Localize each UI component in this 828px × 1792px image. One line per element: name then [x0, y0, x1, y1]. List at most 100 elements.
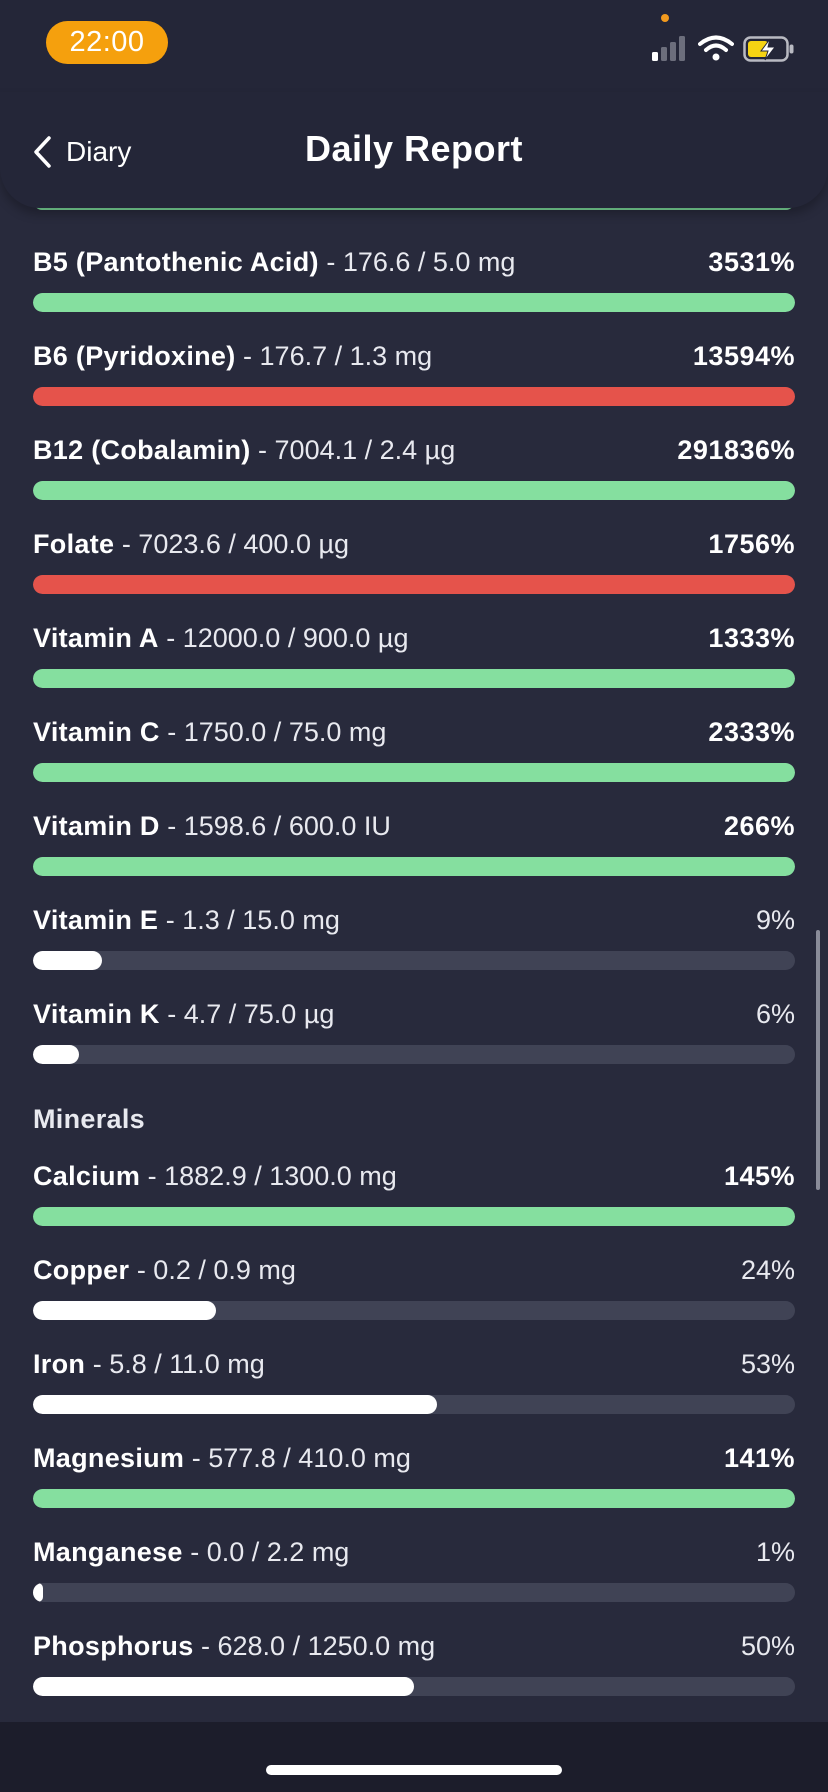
progress-track [33, 575, 795, 594]
battery-charging-icon [743, 36, 794, 62]
back-button-label: Diary [66, 136, 132, 167]
progress-track [33, 857, 795, 876]
nutrient-row-iron: Iron - 5.8 / 11.0 mg 53% [33, 1346, 795, 1414]
nutrient-percent: 50% [740, 1631, 795, 1661]
progress-track [33, 1583, 795, 1602]
nutrient-name: Folate [33, 529, 115, 559]
nutrient-name: B5 (Pantothenic Acid) [33, 247, 319, 277]
nutrient-row-folate: Folate - 7023.6 / 400.0 µg 1756% [33, 526, 795, 594]
nutrient-name: Calcium [33, 1161, 141, 1191]
progress-fill [33, 1583, 43, 1602]
nutrient-row-manganese: Manganese - 0.0 / 2.2 mg 1% [33, 1534, 795, 1602]
nutrient-percent: 1% [755, 1537, 795, 1567]
nutrient-amount: - 7023.6 / 400.0 µg [114, 529, 350, 559]
nutrient-amount: - 577.8 / 410.0 mg [184, 1443, 411, 1473]
progress-fill [33, 951, 102, 970]
nutrient-row-vitamin-c: Vitamin C - 1750.0 / 75.0 mg 2333% [33, 714, 795, 782]
nutrient-amount: - 7004.1 / 2.4 µg [250, 435, 456, 465]
nutrient-row-b6: B6 (Pyridoxine) - 176.7 / 1.3 mg 13594% [33, 338, 795, 406]
nutrient-amount: - 4.7 / 75.0 µg [159, 999, 335, 1029]
nutrient-amount: - 0.2 / 0.9 mg [129, 1255, 296, 1285]
nutrient-amount: - 176.7 / 1.3 mg [235, 341, 433, 371]
progress-track [33, 293, 795, 312]
nutrient-row-b5: B5 (Pantothenic Acid) - 176.6 / 5.0 mg 3… [33, 244, 795, 312]
nutrient-percent: 24% [740, 1255, 795, 1285]
progress-fill [33, 1395, 437, 1414]
nutrient-row-vitamin-a: Vitamin A - 12000.0 / 900.0 µg 1333% [33, 620, 795, 688]
back-button[interactable]: Diary [30, 132, 131, 172]
progress-track [33, 1489, 795, 1508]
progress-fill [33, 1045, 79, 1064]
progress-track [33, 481, 795, 500]
progress-track [33, 1207, 795, 1226]
nutrient-amount: - 0.0 / 2.2 mg [182, 1537, 350, 1567]
nutrient-amount: - 1.3 / 15.0 mg [158, 905, 340, 935]
nutrient-row-phosphorus: Phosphorus - 628.0 / 1250.0 mg 50% [33, 1628, 795, 1696]
progress-track [33, 763, 795, 782]
nutrient-name: B6 (Pyridoxine) [33, 341, 236, 371]
nutrient-name: Vitamin A [33, 623, 159, 653]
chevron-left-icon [34, 136, 51, 168]
status-bar: 22:00 [0, 0, 828, 92]
nutrient-amount: - 12000.0 / 900.0 µg [158, 623, 409, 653]
nutrient-row-vitamin-e: Vitamin E - 1.3 / 15.0 mg 9% [33, 902, 795, 970]
progress-fill [33, 1207, 795, 1226]
cellular-signal-icon [652, 36, 688, 61]
nutrient-amount: - 176.6 / 5.0 mg [318, 247, 516, 277]
nutrient-percent: 1333% [708, 623, 795, 653]
nutrient-row-vitamin-k: Vitamin K - 4.7 / 75.0 µg 6% [33, 996, 795, 1064]
progress-track [33, 387, 795, 406]
nutrient-row-calcium: Calcium - 1882.9 / 1300.0 mg 145% [33, 1158, 795, 1226]
progress-fill [33, 857, 795, 876]
progress-fill [33, 481, 795, 500]
progress-fill [33, 1677, 414, 1696]
nutrient-name: Vitamin K [33, 999, 160, 1029]
nutrient-amount: - 1750.0 / 75.0 mg [159, 717, 387, 747]
page-title: Daily Report [304, 128, 524, 169]
nutrient-name: Vitamin D [33, 811, 160, 841]
header-accent-line [34, 198, 794, 210]
progress-track [33, 1301, 795, 1320]
nutrient-percent: 2333% [708, 717, 795, 747]
nutrient-row-copper: Copper - 0.2 / 0.9 mg 24% [33, 1252, 795, 1320]
nutrient-amount: - 1882.9 / 1300.0 mg [140, 1161, 397, 1191]
nutrient-row-magnesium: Magnesium - 577.8 / 410.0 mg 141% [33, 1440, 795, 1508]
nutrient-name: Manganese [33, 1537, 183, 1567]
home-indicator[interactable] [266, 1765, 562, 1775]
progress-fill [33, 1301, 216, 1320]
progress-fill [33, 1489, 795, 1508]
progress-fill [33, 575, 795, 594]
nutrient-amount: - 1598.6 / 600.0 IU [159, 811, 391, 841]
progress-track [33, 951, 795, 970]
progress-fill [33, 763, 795, 782]
nutrient-row-vitamin-d: Vitamin D - 1598.6 / 600.0 IU 266% [33, 808, 795, 876]
progress-fill [33, 669, 795, 688]
nutrient-percent: 1756% [708, 529, 795, 559]
nutrient-name: Magnesium [33, 1443, 185, 1473]
nutrient-percent: 266% [723, 811, 795, 841]
nutrient-name: Iron [33, 1349, 86, 1379]
nutrient-name: Copper [33, 1255, 130, 1285]
nutrient-percent: 3531% [708, 247, 795, 277]
progress-track [33, 1677, 795, 1696]
nutrient-percent: 291836% [677, 435, 795, 465]
nutrient-percent: 53% [740, 1349, 795, 1379]
nutrient-percent: 141% [723, 1443, 795, 1473]
progress-fill [33, 293, 795, 312]
nutrient-percent: 6% [755, 999, 795, 1029]
nutrient-name: Vitamin C [33, 717, 160, 747]
privacy-indicator-dot [661, 14, 669, 22]
scrollbar-thumb[interactable] [816, 930, 820, 1190]
nutrient-row-b12: B12 (Cobalamin) - 7004.1 / 2.4 µg 291836… [33, 432, 795, 500]
nutrient-name: Vitamin E [33, 905, 159, 935]
nutrient-percent: 145% [723, 1161, 795, 1191]
nutrient-name: B12 (Cobalamin) [33, 435, 251, 465]
progress-track [33, 1045, 795, 1064]
progress-fill [33, 387, 795, 406]
minerals-section-heading: Minerals [33, 1104, 145, 1134]
navigation-header: Diary Daily Report [0, 92, 828, 208]
nutrient-percent: 9% [755, 905, 795, 935]
status-time: 22:00 [46, 21, 168, 64]
nutrient-amount: - 5.8 / 11.0 mg [85, 1349, 265, 1379]
nutrient-percent: 13594% [692, 341, 795, 371]
